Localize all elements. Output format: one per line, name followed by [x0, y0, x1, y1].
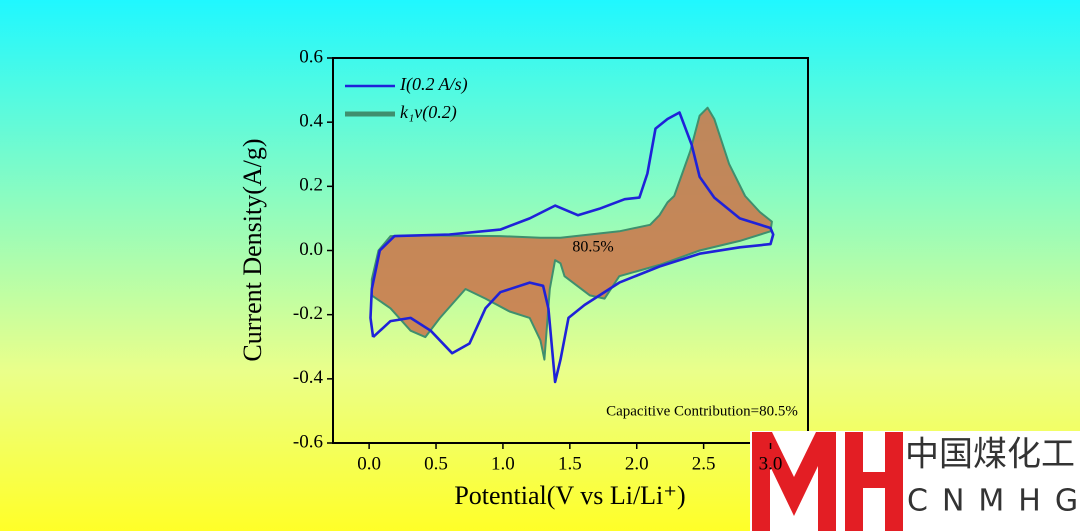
x-tick-label: 2.0: [625, 453, 649, 474]
line: [369, 111, 775, 384]
legend-label: I(0.2 A/s): [399, 74, 468, 95]
legend-label: k₁v(0.2): [400, 102, 457, 123]
logo-h: [845, 432, 903, 531]
logo-m: [752, 432, 836, 531]
logo: 中国煤化工 CNMHG: [750, 431, 1080, 531]
x-tick-label: 1.0: [491, 453, 515, 474]
y-tick-label: 0.0: [299, 239, 323, 260]
x-axis-label: Potential(V vs Li/Li⁺): [454, 481, 685, 510]
x-tick-label: 3.0: [759, 453, 783, 474]
area: [370, 106, 773, 361]
y-tick-label: 0.6: [299, 46, 323, 67]
y-tick-label: -0.4: [293, 367, 324, 388]
y-tick-label: 0.2: [299, 175, 323, 196]
annotation: 80.5%: [572, 239, 613, 256]
annotation: Capacitive Contribution=80.5%: [606, 403, 798, 419]
logo-text: 中国煤化工: [905, 435, 1075, 475]
x-tick-label: 1.5: [558, 453, 582, 474]
y-axis-label: Current Density(A/g): [238, 138, 267, 361]
legend: I(0.2 A/s) k₁v(0.2): [345, 74, 468, 123]
x-tick-label: 0.5: [424, 453, 448, 474]
y-tick-label: 0.4: [299, 111, 323, 132]
plot-area: [369, 106, 775, 384]
x-tick-label: 0.0: [357, 453, 381, 474]
x-tick-label: 2.5: [692, 453, 716, 474]
y-tick-label: -0.2: [293, 303, 323, 324]
y-tick-label: -0.6: [293, 431, 323, 452]
logo-letters: CNMHG: [907, 484, 1080, 519]
